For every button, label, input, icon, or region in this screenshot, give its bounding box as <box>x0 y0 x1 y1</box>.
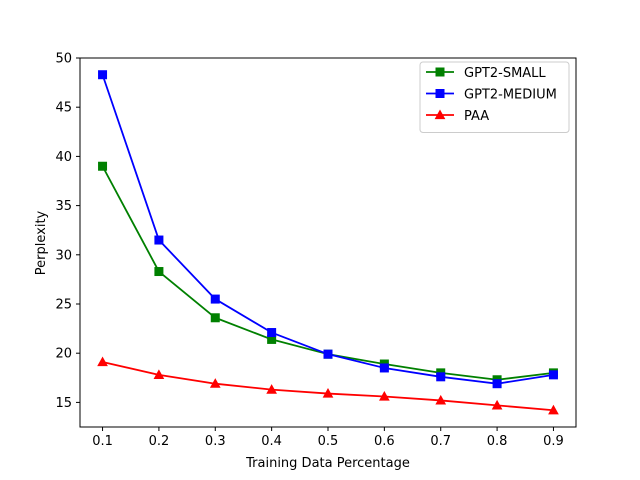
y-tick-label: 20 <box>55 347 72 362</box>
y-tick-label: 35 <box>55 199 72 214</box>
data-point-paa <box>209 378 221 388</box>
legend-marker <box>435 67 445 77</box>
data-point-paa <box>322 388 334 398</box>
data-point-gpt2-medium <box>210 294 220 304</box>
series-layer <box>97 70 559 415</box>
legend-marker <box>435 89 445 98</box>
legend-entry-gpt2-medium: GPT2-MEDIUM <box>426 88 557 103</box>
x-tick-label: 0.5 <box>318 434 339 449</box>
data-point-gpt2-medium <box>436 372 446 382</box>
data-point-gpt2-medium <box>154 235 164 245</box>
y-tick-label: 25 <box>55 298 72 313</box>
legend-label: GPT2-MEDIUM <box>464 88 557 103</box>
data-point-gpt2-medium <box>548 370 558 380</box>
legend-marker <box>434 109 446 120</box>
data-point-paa <box>548 404 559 415</box>
y-tick-label: 40 <box>55 150 72 165</box>
data-point-gpt2-medium <box>379 363 389 373</box>
x-tick-label: 0.7 <box>430 434 451 449</box>
data-point-paa <box>266 384 277 394</box>
data-point-paa <box>153 369 165 379</box>
y-axis-label: Perplexity <box>34 210 49 275</box>
legend-label: GPT2-SMALL <box>464 66 546 81</box>
legend: GPT2-SMALL GPT2-MEDIUM PAA <box>419 61 570 133</box>
data-point-gpt2-medium <box>98 70 108 80</box>
x-tick-label: 0.1 <box>92 434 113 449</box>
x-tick-label: 0.3 <box>205 434 226 449</box>
series-gpt2-medium <box>98 70 558 389</box>
data-point-paa <box>97 356 108 367</box>
x-tick-label: 0.8 <box>487 434 508 449</box>
legend-entry-gpt2-small: GPT2-SMALL <box>426 66 546 81</box>
y-tick-label: 45 <box>55 101 72 116</box>
y-tick-label: 15 <box>55 396 72 411</box>
data-point-paa <box>491 399 503 410</box>
legend-entry-paa: PAA <box>426 109 489 124</box>
y-tick-label: 50 <box>55 52 72 67</box>
data-point-gpt2-medium <box>492 379 502 389</box>
x-tick-label: 0.2 <box>149 434 170 449</box>
data-point-paa <box>435 394 447 405</box>
x-tick-label: 0.4 <box>261 434 282 449</box>
axes-layer: 0.1 0.2 0.3 0.4 0.5 0.6 0.7 0.8 0.9 15 20 25 30 35 40 4… <box>55 52 563 450</box>
data-point-paa <box>379 390 390 401</box>
data-point-gpt2-medium <box>267 328 277 338</box>
x-tick-label: 0.6 <box>374 434 395 449</box>
x-tick-label: 0.9 <box>543 434 564 449</box>
y-tick-label: 30 <box>55 248 72 263</box>
data-point-gpt2-medium <box>323 349 333 359</box>
data-point-gpt2-small <box>98 161 108 171</box>
series-paa <box>97 356 559 415</box>
data-point-gpt2-small <box>154 267 164 277</box>
data-point-gpt2-small <box>210 313 220 323</box>
x-axis-label: Training Data Percentage <box>245 456 410 471</box>
legend-box <box>419 61 570 133</box>
legend-label: PAA <box>464 109 489 124</box>
